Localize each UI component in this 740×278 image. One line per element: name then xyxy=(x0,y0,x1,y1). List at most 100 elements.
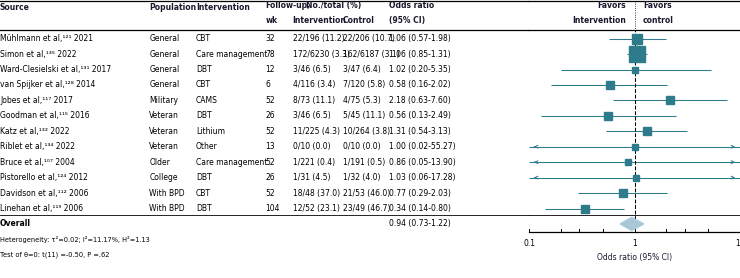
Text: Intervention: Intervention xyxy=(292,16,346,25)
Text: 0.77 (0.29-2.03): 0.77 (0.29-2.03) xyxy=(389,188,451,198)
Text: 12/52 (23.1): 12/52 (23.1) xyxy=(292,204,340,213)
Text: 78: 78 xyxy=(266,49,275,59)
Text: 23/49 (46.7): 23/49 (46.7) xyxy=(343,204,390,213)
Text: 0/10 (0.0): 0/10 (0.0) xyxy=(343,142,380,151)
Text: With BPD: With BPD xyxy=(149,188,185,198)
Text: Lithium: Lithium xyxy=(196,127,225,136)
Text: 4/116 (3.4): 4/116 (3.4) xyxy=(292,80,335,90)
Text: wk: wk xyxy=(266,16,278,25)
Text: DBT: DBT xyxy=(196,173,212,182)
Text: Goodman et al,¹¹⁵ 2016: Goodman et al,¹¹⁵ 2016 xyxy=(0,111,90,120)
Text: 22/206 (10.7): 22/206 (10.7) xyxy=(343,34,394,43)
Text: 1.31 (0.54-3.13): 1.31 (0.54-3.13) xyxy=(389,127,451,136)
Text: Pistorello et al,¹²⁴ 2012: Pistorello et al,¹²⁴ 2012 xyxy=(0,173,88,182)
Text: Source: Source xyxy=(0,3,30,12)
Text: DBT: DBT xyxy=(196,111,212,120)
Text: Intervention: Intervention xyxy=(196,3,249,12)
Text: CBT: CBT xyxy=(196,188,211,198)
Text: 6: 6 xyxy=(266,80,271,90)
Text: Katz et al,¹³² 2022: Katz et al,¹³² 2022 xyxy=(0,127,70,136)
Text: 52: 52 xyxy=(266,188,275,198)
Text: 8/73 (11.1): 8/73 (11.1) xyxy=(292,96,334,105)
Text: Test of θ=0: t(11) =-0.50, P =.62: Test of θ=0: t(11) =-0.50, P =.62 xyxy=(0,252,110,258)
Text: Follow-up,: Follow-up, xyxy=(266,1,311,10)
Text: 3/47 (6.4): 3/47 (6.4) xyxy=(343,65,380,74)
Text: 52: 52 xyxy=(266,96,275,105)
Text: 21/53 (46.0): 21/53 (46.0) xyxy=(343,188,390,198)
Text: Favors: Favors xyxy=(643,1,672,10)
Text: 1.02 (0.20-5.35): 1.02 (0.20-5.35) xyxy=(389,65,451,74)
Text: 1/221 (0.4): 1/221 (0.4) xyxy=(292,158,334,167)
Text: Control: Control xyxy=(343,16,374,25)
Text: General: General xyxy=(149,49,180,59)
Text: 1.06 (0.85-1.31): 1.06 (0.85-1.31) xyxy=(389,49,451,59)
Text: CBT: CBT xyxy=(196,34,211,43)
Text: Davidson et al,¹¹² 2006: Davidson et al,¹¹² 2006 xyxy=(0,188,89,198)
Text: 22/196 (11.2): 22/196 (11.2) xyxy=(292,34,344,43)
Text: Ward-Clesielski et al,¹³¹ 2017: Ward-Clesielski et al,¹³¹ 2017 xyxy=(0,65,111,74)
Text: 0.56 (0.13-2.49): 0.56 (0.13-2.49) xyxy=(389,111,451,120)
Text: CAMS: CAMS xyxy=(196,96,218,105)
Text: DBT: DBT xyxy=(196,65,212,74)
Text: 0.34 (0.14-0.80): 0.34 (0.14-0.80) xyxy=(389,204,451,213)
Text: 5/45 (11.1): 5/45 (11.1) xyxy=(343,111,385,120)
Text: 1/191 (0.5): 1/191 (0.5) xyxy=(343,158,385,167)
Text: 4/75 (5.3): 4/75 (5.3) xyxy=(343,96,380,105)
Text: 0/10 (0.0): 0/10 (0.0) xyxy=(292,142,330,151)
Text: 1/32 (4.0): 1/32 (4.0) xyxy=(343,173,380,182)
Text: 172/6230 (3.3): 172/6230 (3.3) xyxy=(292,49,349,59)
Text: 52: 52 xyxy=(266,127,275,136)
Text: (95% CI): (95% CI) xyxy=(389,16,425,25)
Text: 26: 26 xyxy=(266,111,275,120)
Text: General: General xyxy=(149,34,180,43)
Text: 3/46 (6.5): 3/46 (6.5) xyxy=(292,111,330,120)
Text: 26: 26 xyxy=(266,173,275,182)
Text: General: General xyxy=(149,65,180,74)
Text: Older: Older xyxy=(149,158,170,167)
Text: 1.06 (0.57-1.98): 1.06 (0.57-1.98) xyxy=(389,34,451,43)
Text: No./total (%): No./total (%) xyxy=(306,1,361,10)
Text: CBT: CBT xyxy=(196,80,211,90)
Text: 0.58 (0.16-2.02): 0.58 (0.16-2.02) xyxy=(389,80,451,90)
Text: 12: 12 xyxy=(266,65,275,74)
Text: Military: Military xyxy=(149,96,178,105)
Text: 1.00 (0.02-55.27): 1.00 (0.02-55.27) xyxy=(389,142,456,151)
Text: 162/6187 (3.1): 162/6187 (3.1) xyxy=(343,49,400,59)
Text: Care management: Care management xyxy=(196,49,267,59)
Text: Intervention: Intervention xyxy=(572,16,626,25)
Text: Veteran: Veteran xyxy=(149,127,179,136)
Text: control: control xyxy=(643,16,674,25)
Text: 11/225 (4.3): 11/225 (4.3) xyxy=(292,127,340,136)
Text: 0.86 (0.05-13.90): 0.86 (0.05-13.90) xyxy=(389,158,456,167)
Text: Linehan et al,¹¹⁹ 2006: Linehan et al,¹¹⁹ 2006 xyxy=(0,204,83,213)
Text: Bruce et al,¹⁰⁷ 2004: Bruce et al,¹⁰⁷ 2004 xyxy=(0,158,75,167)
Text: Heterogeneity: τ²=0.02; I²=11.17%, H²=1.13: Heterogeneity: τ²=0.02; I²=11.17%, H²=1.… xyxy=(0,236,149,243)
Text: 3/46 (6.5): 3/46 (6.5) xyxy=(292,65,330,74)
Text: Favors: Favors xyxy=(597,1,626,10)
Text: 7/120 (5.8): 7/120 (5.8) xyxy=(343,80,385,90)
Text: 1/31 (4.5): 1/31 (4.5) xyxy=(292,173,330,182)
Text: 0.1: 0.1 xyxy=(523,239,535,247)
Text: Overall: Overall xyxy=(0,219,31,229)
Text: General: General xyxy=(149,80,180,90)
Text: Care management: Care management xyxy=(196,158,267,167)
Text: Other: Other xyxy=(196,142,218,151)
Text: With BPD: With BPD xyxy=(149,204,185,213)
Text: 2.18 (0.63-7.60): 2.18 (0.63-7.60) xyxy=(389,96,451,105)
Text: 52: 52 xyxy=(266,158,275,167)
Text: 1.03 (0.06-17.28): 1.03 (0.06-17.28) xyxy=(389,173,455,182)
Text: College: College xyxy=(149,173,178,182)
Text: 32: 32 xyxy=(266,34,275,43)
Text: Simon et al,¹³⁵ 2022: Simon et al,¹³⁵ 2022 xyxy=(0,49,76,59)
Text: 18/48 (37.0): 18/48 (37.0) xyxy=(292,188,340,198)
Text: 13: 13 xyxy=(266,142,275,151)
Text: 1: 1 xyxy=(632,239,637,247)
Text: Mühlmann et al,¹²¹ 2021: Mühlmann et al,¹²¹ 2021 xyxy=(0,34,93,43)
Text: Odds ratio: Odds ratio xyxy=(389,1,434,10)
Text: Riblet et al,¹³⁴ 2022: Riblet et al,¹³⁴ 2022 xyxy=(0,142,75,151)
Text: 0.94 (0.73-1.22): 0.94 (0.73-1.22) xyxy=(389,219,451,229)
Text: 10: 10 xyxy=(735,239,740,247)
Polygon shape xyxy=(620,217,644,230)
Text: van Spijker et al,¹²⁸ 2014: van Spijker et al,¹²⁸ 2014 xyxy=(0,80,95,90)
Text: Veteran: Veteran xyxy=(149,111,179,120)
